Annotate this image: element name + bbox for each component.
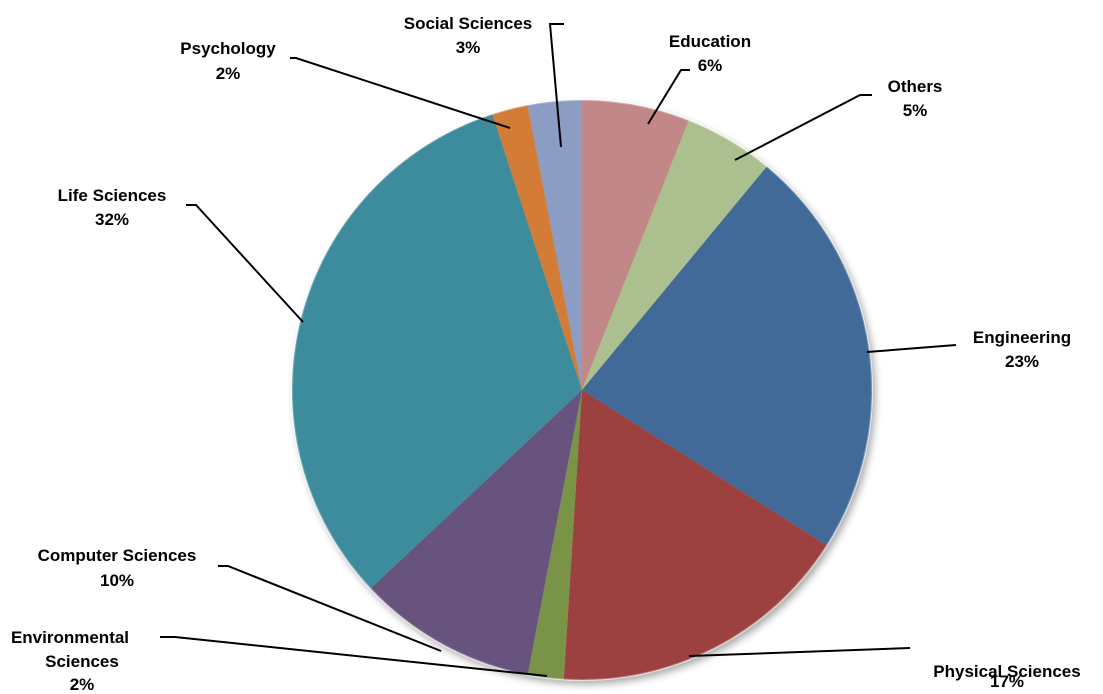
pie-slice-life-sciences bbox=[291, 114, 582, 589]
pie-slices bbox=[291, 99, 873, 681]
data-label-name-environmental-sciences: Environmental bbox=[11, 628, 129, 647]
pie-slice-environmental-sciences bbox=[527, 390, 582, 680]
pie-slice-computer-sciences bbox=[370, 390, 582, 675]
leader-line-computer-sciences bbox=[218, 565, 442, 652]
pie-slice-psychology bbox=[492, 105, 582, 390]
leader-line-engineering bbox=[866, 344, 957, 353]
data-label-value-computer-sciences: 10% bbox=[100, 571, 134, 590]
data-label-value-education: 6% bbox=[698, 56, 723, 75]
leader-lines bbox=[160, 23, 957, 677]
data-label-value-others: 5% bbox=[903, 101, 928, 120]
data-label-value-psychology: 2% bbox=[216, 64, 241, 83]
pie-slice-education bbox=[582, 100, 689, 390]
leader-line-others bbox=[734, 94, 872, 161]
data-label-name-environmental-sciences: Sciences bbox=[45, 652, 119, 671]
data-label-name-education: Education bbox=[669, 32, 751, 51]
data-label-value-life-sciences: 32% bbox=[95, 210, 129, 229]
data-label-value-physical-sciences: 17% bbox=[990, 672, 1024, 691]
data-label-value-engineering: 23% bbox=[1005, 352, 1039, 371]
pie-slice-engineering bbox=[582, 166, 873, 546]
data-label-name-physical-sciences: Physical Sciences bbox=[933, 662, 1080, 681]
leader-line-environmental-sciences bbox=[160, 636, 548, 677]
leader-line-life-sciences bbox=[186, 204, 304, 323]
data-labels: Education 6% Others 5% Engineering 23% Physica… bbox=[11, 14, 1081, 694]
data-label-name-psychology: Psychology bbox=[180, 39, 276, 58]
leader-line-psychology bbox=[290, 57, 511, 129]
data-label-name-life-sciences: Life Sciences bbox=[58, 186, 167, 205]
pie-slice-others bbox=[582, 120, 767, 391]
leader-line-education bbox=[647, 69, 690, 125]
data-label-name-others: Others bbox=[888, 77, 943, 96]
leader-line-physical-sciences bbox=[688, 647, 911, 657]
leader-line-social-sciences bbox=[548, 23, 564, 148]
data-label-name-social-sciences: Social Sciences bbox=[404, 14, 533, 33]
data-label-value-environmental-sciences: 2% bbox=[70, 675, 95, 694]
pie-slice-physical-sciences bbox=[563, 390, 827, 681]
data-label-name-computer-sciences: Computer Sciences bbox=[38, 546, 197, 565]
pie-rim bbox=[291, 99, 873, 681]
data-label-value-social-sciences: 3% bbox=[456, 38, 481, 57]
data-label-name-engineering: Engineering bbox=[973, 328, 1071, 347]
pie-slice-social-sciences bbox=[527, 100, 582, 390]
